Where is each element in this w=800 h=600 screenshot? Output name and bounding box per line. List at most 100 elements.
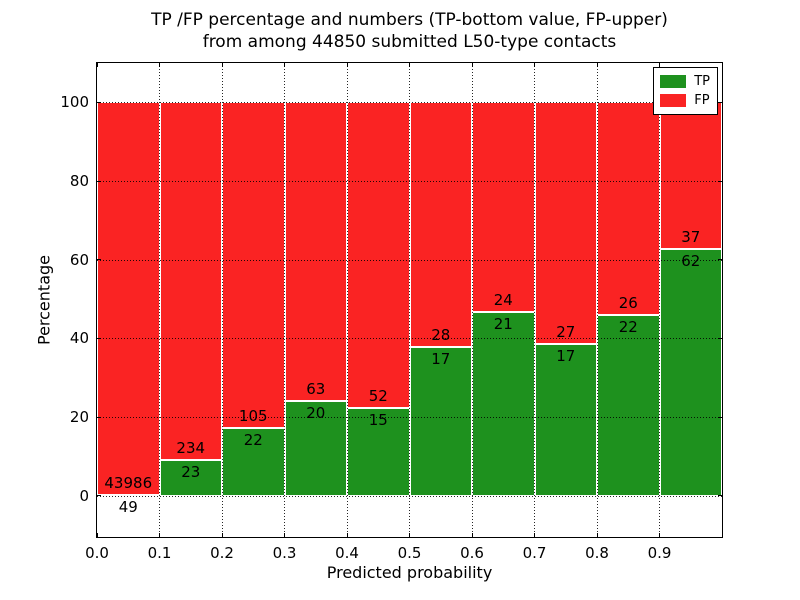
- y-tick-right-40: [718, 337, 722, 339]
- x-tick-label-0.4: 0.4: [335, 544, 359, 562]
- bar-label-fp-2: 105: [238, 406, 268, 425]
- bar-segment-fp-3: [284, 102, 347, 401]
- x-tick-top-0.5: [409, 63, 410, 67]
- y-tick-label-80: 80: [69, 172, 89, 190]
- gridline-x-0.1: [159, 63, 160, 537]
- chart-title-line1: TP /FP percentage and numbers (TP-bottom…: [151, 10, 668, 30]
- y-tick-label-20: 20: [69, 408, 89, 427]
- bar-segment-tp-6: [472, 312, 535, 496]
- x-tick-bottom-0.2: [221, 533, 223, 537]
- y-tick-left-0: [97, 495, 101, 497]
- bar-segment-fp-1: [159, 102, 222, 461]
- x-tick-top-0.7: [534, 63, 535, 67]
- legend: TP FP: [653, 67, 718, 115]
- x-axis-label: Predicted probability: [326, 563, 493, 582]
- bar-segment-tp-3: [284, 400, 347, 496]
- gridline-x-0.2: [221, 63, 223, 537]
- x-tick-bottom-0.7: [534, 533, 535, 537]
- bar-segment-fp-7: [534, 102, 597, 344]
- y-tick-label-0: 0: [79, 486, 89, 505]
- bar-segment-tp-4: [347, 407, 410, 496]
- gridline-x-0.9: [659, 63, 660, 537]
- gridline-x-0.7: [534, 63, 535, 537]
- x-tick-bottom-0.3: [284, 533, 285, 537]
- x-tick-top-0.4: [346, 63, 348, 67]
- bar-segment-fp-0: [97, 102, 160, 496]
- x-tick-top-0.0: [96, 63, 98, 67]
- gridline-x-0.8: [596, 63, 598, 537]
- fp-swatch-icon: [660, 94, 687, 107]
- chart-title-line2: from among 44850 submitted L50-type cont…: [202, 32, 617, 52]
- y-tick-left-20: [97, 416, 101, 418]
- gridline-x-0.5: [409, 63, 410, 537]
- legend-item-fp: FP: [660, 91, 710, 110]
- bar-label-fp-8: 26: [618, 294, 638, 313]
- bar-label-fp-4: 52: [368, 386, 388, 405]
- x-tick-label-0.3: 0.3: [272, 544, 297, 562]
- x-tick-label-0.5: 0.5: [397, 544, 422, 562]
- x-tick-bottom-0.9: [659, 533, 660, 537]
- x-tick-bottom-0.5: [409, 533, 410, 537]
- bar-label-tp-1: 23: [181, 463, 201, 482]
- bar-label-tp-9: 62: [681, 252, 701, 271]
- bar-label-fp-7: 27: [556, 322, 576, 341]
- bar-segment-fp-5: [409, 102, 472, 348]
- y-tick-right-60: [718, 259, 722, 261]
- x-tick-label-0.6: 0.6: [460, 544, 484, 562]
- gridline-x-0.6: [471, 63, 473, 537]
- x-tick-top-0.1: [159, 63, 160, 67]
- bar-segment-tp-7: [534, 343, 597, 496]
- bar-label-tp-6: 21: [493, 315, 513, 334]
- x-tick-label-0.1: 0.1: [147, 544, 172, 562]
- x-tick-top-0.9: [659, 63, 660, 67]
- bar-segment-fp-2: [222, 102, 285, 428]
- y-tick-label-60: 60: [69, 250, 89, 269]
- x-tick-bottom-0.6: [471, 533, 473, 537]
- bar-label-tp-3: 20: [306, 403, 326, 422]
- y-tick-right-100: [718, 101, 722, 103]
- bar-label-tp-0: 49: [118, 498, 138, 517]
- legend-item-tp: TP: [660, 72, 710, 91]
- x-tick-top-0.3: [284, 63, 285, 67]
- plot-area: 43986 49 234 23 105 22 63 20 52 15 28 17 24 21 27 17 26 2…: [60, 62, 723, 562]
- bar-segment-tp-8: [597, 315, 660, 496]
- y-tick-left-60: [97, 259, 101, 261]
- y-tick-left-40: [97, 337, 101, 339]
- gridline-x-0.4: [346, 63, 348, 537]
- x-tick-bottom-0.4: [346, 533, 348, 537]
- x-tick-top-0.6: [471, 63, 473, 67]
- chart-title: TP /FP percentage and numbers (TP-bottom…: [96, 9, 723, 53]
- bar-segment-fp-6: [472, 102, 535, 313]
- y-tick-right-20: [718, 416, 722, 418]
- bar-segment-fp-4: [347, 102, 410, 408]
- bar-label-tp-7: 17: [556, 346, 576, 365]
- legend-label-tp: TP: [694, 74, 710, 89]
- bar-segment-tp-5: [409, 347, 472, 496]
- bar-label-tp-5: 17: [431, 350, 451, 369]
- bar-label-tp-8: 22: [618, 318, 638, 337]
- tp-swatch-icon: [660, 75, 687, 88]
- bar-label-fp-3: 63: [306, 379, 326, 398]
- x-tick-label-0.7: 0.7: [522, 544, 547, 562]
- bar-segment-fp-8: [597, 102, 660, 316]
- bar-label-fp-6: 24: [493, 291, 513, 310]
- y-tick-left-80: [97, 180, 101, 182]
- x-tick-label-0.8: 0.8: [585, 544, 609, 562]
- x-tick-label-0.9: 0.9: [647, 544, 672, 562]
- bar-segment-tp-9: [659, 249, 722, 496]
- bar-label-fp-9: 37: [681, 228, 701, 247]
- bar-label-fp-0: 43986: [104, 474, 153, 493]
- x-tick-bottom-0.1: [159, 533, 160, 537]
- y-tick-left-100: [97, 101, 101, 103]
- y-tick-right-80: [718, 180, 722, 182]
- bar-label-fp-1: 234: [176, 439, 206, 458]
- bar-label-fp-5: 28: [431, 326, 451, 345]
- x-tick-label-0.2: 0.2: [210, 544, 234, 562]
- y-tick-label-100: 100: [60, 93, 89, 112]
- x-tick-top-0.8: [596, 63, 598, 67]
- y-tick-right-0: [718, 495, 722, 497]
- x-tick-top-0.2: [221, 63, 223, 67]
- x-tick-label-0.0: 0.0: [85, 544, 109, 562]
- gridline-x-0.3: [284, 63, 285, 537]
